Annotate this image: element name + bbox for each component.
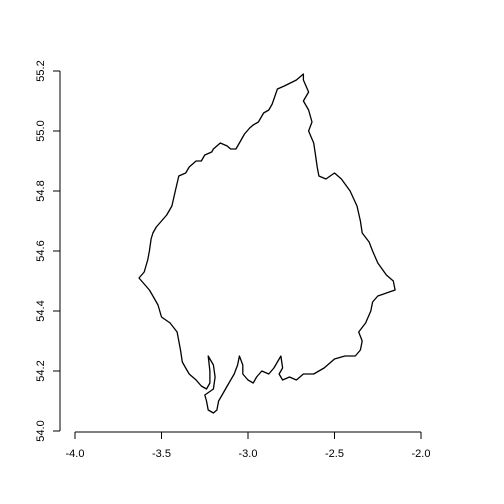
y-tick-label: 54.6 <box>35 240 47 261</box>
y-tick-label: 55.0 <box>35 120 47 141</box>
x-tick-label: -3.0 <box>239 448 258 460</box>
region-outline <box>139 74 395 413</box>
x-axis: -4.0 -3.5 -3.0 -2.5 -2.0 <box>66 432 431 460</box>
y-tick-label: 55.2 <box>35 60 47 81</box>
x-tick-label: -4.0 <box>66 448 85 460</box>
x-tick-label: -3.5 <box>152 448 171 460</box>
y-axis: 54.0 54.2 54.4 54.6 54.8 55.0 55.2 <box>35 60 60 441</box>
x-tick-label: -2.0 <box>412 448 431 460</box>
y-tick-label: 54.8 <box>35 180 47 201</box>
y-tick-label: 54.2 <box>35 360 47 381</box>
x-tick-label: -2.5 <box>325 448 344 460</box>
y-tick-label: 54.0 <box>35 420 47 441</box>
y-tick-label: 54.4 <box>35 300 47 321</box>
